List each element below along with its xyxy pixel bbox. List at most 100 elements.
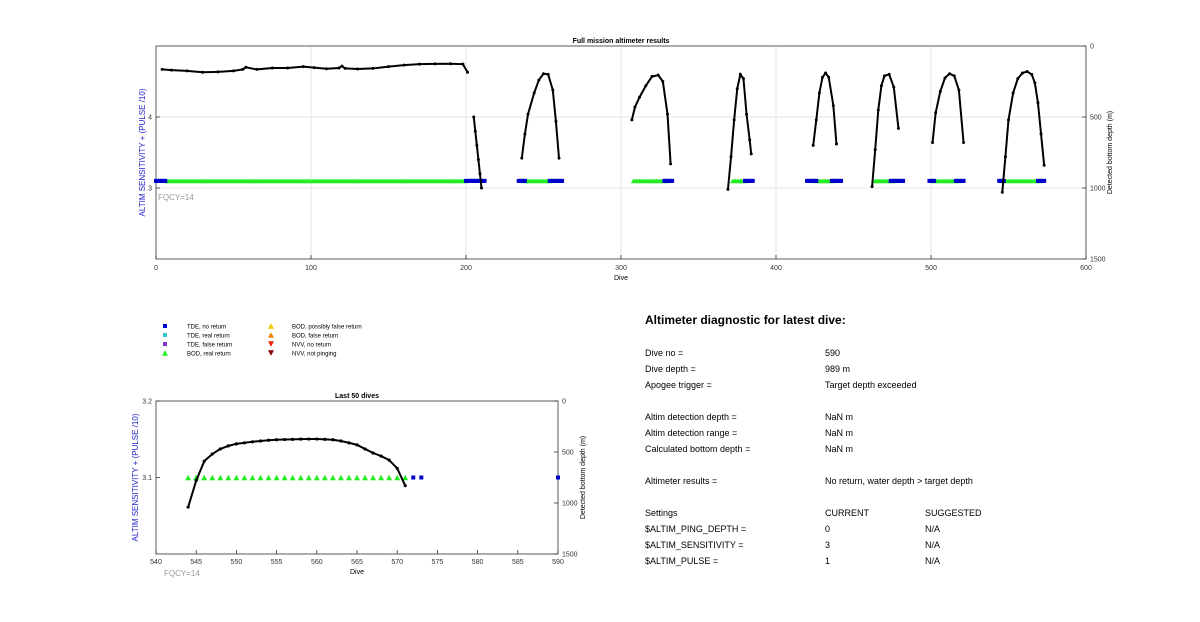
bod-real-return-marker (249, 474, 256, 481)
y-right-tick-label: 0 (1090, 44, 1094, 51)
bottom-depth-point (735, 87, 739, 91)
bottom-depth-point (449, 62, 452, 66)
ping-depth-label: $ALTIM_PING_DEPTH = (645, 524, 747, 534)
bottom-depth-point (185, 69, 189, 73)
apogee-trigger-row: Apogee trigger = Target depth exceeded (645, 380, 1165, 392)
bottom-depth-line (187, 438, 407, 508)
bottom-depth-point (355, 443, 359, 447)
x-tick-label: 585 (512, 559, 524, 566)
dive-no-label: Dive no = (645, 348, 684, 358)
altimeter-diagnostic-panel: Altimeter diagnostic for latest dive: Di… (645, 313, 1165, 593)
bottom-depth-point (466, 70, 470, 74)
bottom-depth-point (312, 66, 316, 70)
x-tick-label: 100 (305, 265, 317, 272)
bottom-depth-point (1030, 72, 1034, 76)
bottom-depth-point (745, 112, 749, 116)
bottom-depth-point (669, 162, 673, 166)
x-tick-label: 560 (311, 559, 323, 566)
y-right-tick-label: 1000 (562, 501, 578, 508)
x-tick-label: 500 (925, 265, 937, 272)
bod-real-return-marker (281, 474, 288, 481)
altimeter-results-value: No return, water depth > target depth (825, 476, 973, 486)
bottom-depth-point (546, 72, 550, 76)
chart-title: Last 50 dives (335, 393, 379, 400)
bottom-depth-point (879, 84, 883, 88)
x-tick-label: 575 (432, 559, 444, 566)
bod-real-return-marker (402, 474, 409, 481)
bottom-depth-point (887, 72, 891, 76)
legend-item: BOD, false return (268, 332, 338, 340)
bod-real-return-marker (257, 474, 264, 481)
legend-item: TDE, no return (163, 324, 226, 331)
legend-square-marker (163, 333, 167, 337)
x-tick-label: 540 (150, 559, 162, 566)
bottom-depth-point (461, 62, 465, 66)
bod-real-return-marker (265, 474, 272, 481)
bottom-depth-point (170, 68, 173, 72)
bottom-depth-point (337, 66, 341, 70)
bottom-depth-point (630, 118, 634, 122)
bottom-depth-point (557, 156, 561, 160)
pulse-current: 1 (825, 556, 831, 566)
bottom-depth-point (873, 148, 877, 152)
y-right-tick-label: 0 (562, 399, 566, 406)
bottom-depth-point (1003, 155, 1007, 159)
y-left-tick-label: 3.2 (142, 399, 152, 406)
bottom-depth-point (387, 458, 391, 462)
bod-real-return-marker (201, 474, 208, 481)
pulse-suggested: N/A (925, 556, 941, 566)
bod-real-return-series (185, 474, 409, 481)
dive-depth-row: Dive depth = 989 m (645, 364, 1165, 376)
bottom-depth-point (644, 84, 648, 88)
bottom-depth-point (218, 447, 222, 451)
bottom-depth-point (241, 67, 245, 71)
bottom-depth-point (340, 64, 344, 68)
bottom-depth-point (650, 75, 654, 79)
bottom-depth-point (1011, 91, 1015, 95)
bottom-depth-point (202, 459, 206, 463)
x-tick-label: 0 (154, 265, 158, 272)
bottom-depth-point (402, 63, 406, 67)
tde-no-return-marker (163, 178, 168, 183)
bottom-depth-line (1001, 70, 1046, 193)
y-left-axis-label: ALTIM SENSITIVITY + (PULSE /10) (138, 88, 147, 216)
bod-real-return-marker (321, 474, 328, 481)
x-tick-label: 200 (460, 265, 472, 272)
bottom-depth-point (472, 115, 476, 119)
bottom-depth-point (226, 444, 230, 448)
bottom-depth-point (1042, 163, 1046, 167)
bottom-depth-point (726, 187, 730, 191)
bottom-depth-point (476, 158, 480, 162)
legend-label: NVV, not pinging (292, 352, 336, 358)
bottom-depth-point (938, 89, 942, 93)
ping-depth-current: 0 (825, 524, 831, 534)
x-tick-label: 580 (472, 559, 484, 566)
bottom-depth-point (433, 62, 437, 66)
bottom-depth-point (1036, 101, 1040, 105)
y-right-tick-label: 500 (562, 450, 574, 457)
bottom-depth-point (283, 437, 287, 442)
dive-no-value: 590 (825, 348, 841, 358)
bottom-depth-point (523, 132, 527, 136)
y-right-tick-label: 1000 (1090, 186, 1106, 193)
bottom-depth-point (962, 141, 966, 145)
bottom-depth-point (554, 119, 558, 123)
bottom-depth-point (834, 142, 838, 146)
legend-label: TDE, real return (187, 334, 230, 340)
bottom-depth-point (827, 75, 831, 79)
tde-no-return-marker (839, 178, 844, 183)
bottom-depth-series (186, 437, 407, 509)
bottom-depth-point (831, 104, 835, 108)
bod-real-return-marker (297, 474, 304, 481)
bottom-depth-point (371, 66, 375, 70)
bottom-depth-point (1025, 70, 1029, 74)
bottom-depth-point (633, 105, 637, 109)
bod-real-return-marker (362, 474, 369, 481)
bottom-depth-point (749, 152, 753, 156)
tde-no-return-marker (560, 178, 565, 183)
bottom-depth-point (817, 91, 821, 95)
bottom-depth-point (473, 129, 477, 133)
bottom-depth-point (1007, 118, 1010, 122)
legend-up-triangle-marker (268, 323, 274, 329)
bottom-depth-point (896, 126, 900, 130)
